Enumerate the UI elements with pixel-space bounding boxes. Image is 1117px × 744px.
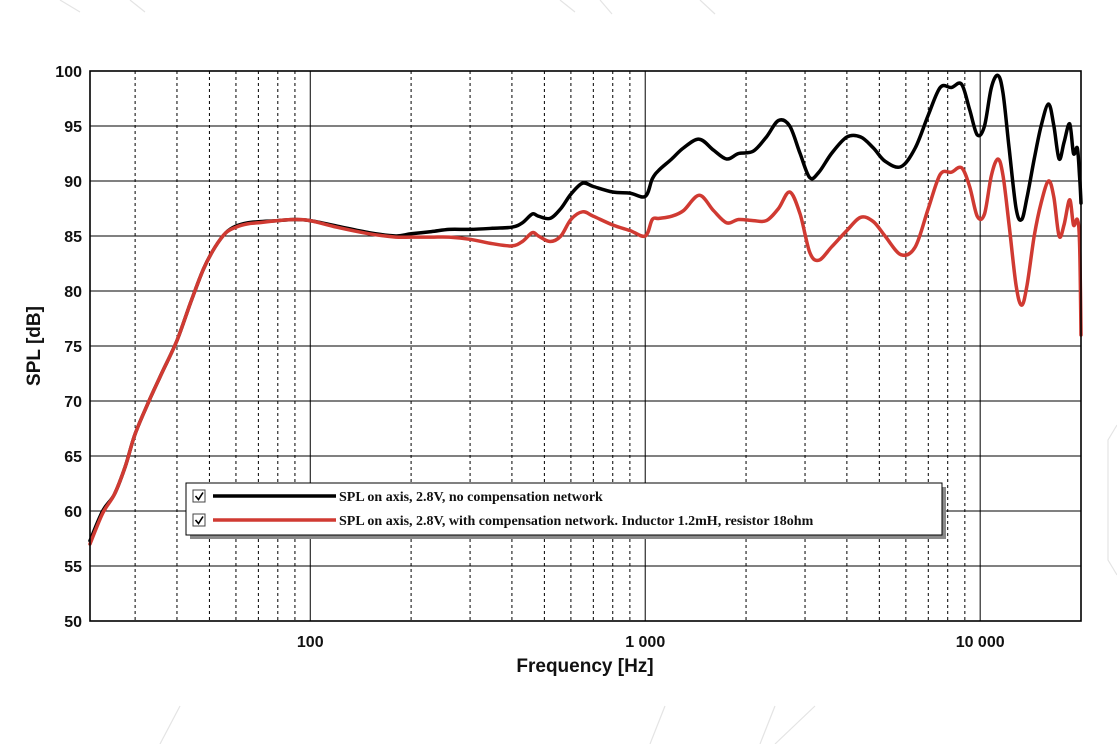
y-tick-label: 95 [64, 119, 82, 136]
legend-label: SPL on axis, 2.8V, no compensation netwo… [339, 490, 603, 505]
x-tick-labels: 100 1 000 10 000 [297, 634, 1005, 651]
y-tick-label: 100 [55, 64, 82, 81]
y-tick-label: 60 [64, 504, 82, 521]
legend-item-with-compensation[interactable]: SPL on axis, 2.8V, with compensation net… [192, 513, 814, 529]
checkmark-icon [194, 516, 204, 525]
y-tick-labels: 50 55 60 65 70 75 80 85 90 95 100 [55, 64, 82, 631]
legend-item-no-compensation[interactable]: SPL on axis, 2.8V, no compensation netwo… [192, 489, 603, 505]
series-layer [88, 73, 1083, 546]
x-tick-label: 100 [297, 634, 324, 651]
background-decoration [59, 0, 1117, 744]
y-tick-label: 50 [64, 614, 82, 631]
x-tick-label: 1 000 [625, 634, 665, 651]
y-tick-label: 85 [64, 229, 82, 246]
legend: SPL on axis, 2.8V, no compensation netwo… [185, 482, 946, 539]
y-tick-label: 65 [64, 449, 82, 466]
legend-box [185, 482, 943, 536]
y-tick-label: 90 [64, 174, 82, 191]
legend-label: SPL on axis, 2.8V, with compensation net… [339, 514, 814, 529]
y-tick-label: 55 [64, 559, 82, 576]
series-line-no-compensation [88, 73, 1083, 543]
x-tick-label: 10 000 [956, 634, 1005, 651]
y-tick-label: 75 [64, 339, 82, 356]
y-axis-title: SPL [dB] [24, 306, 45, 386]
y-tick-label: 80 [64, 284, 82, 301]
checkmark-icon [194, 492, 204, 501]
series-line-with-compensation [88, 157, 1083, 546]
plot-frame [89, 70, 1082, 622]
x-axis-title: Frequency [Hz] [516, 656, 653, 677]
y-tick-label: 70 [64, 394, 82, 411]
